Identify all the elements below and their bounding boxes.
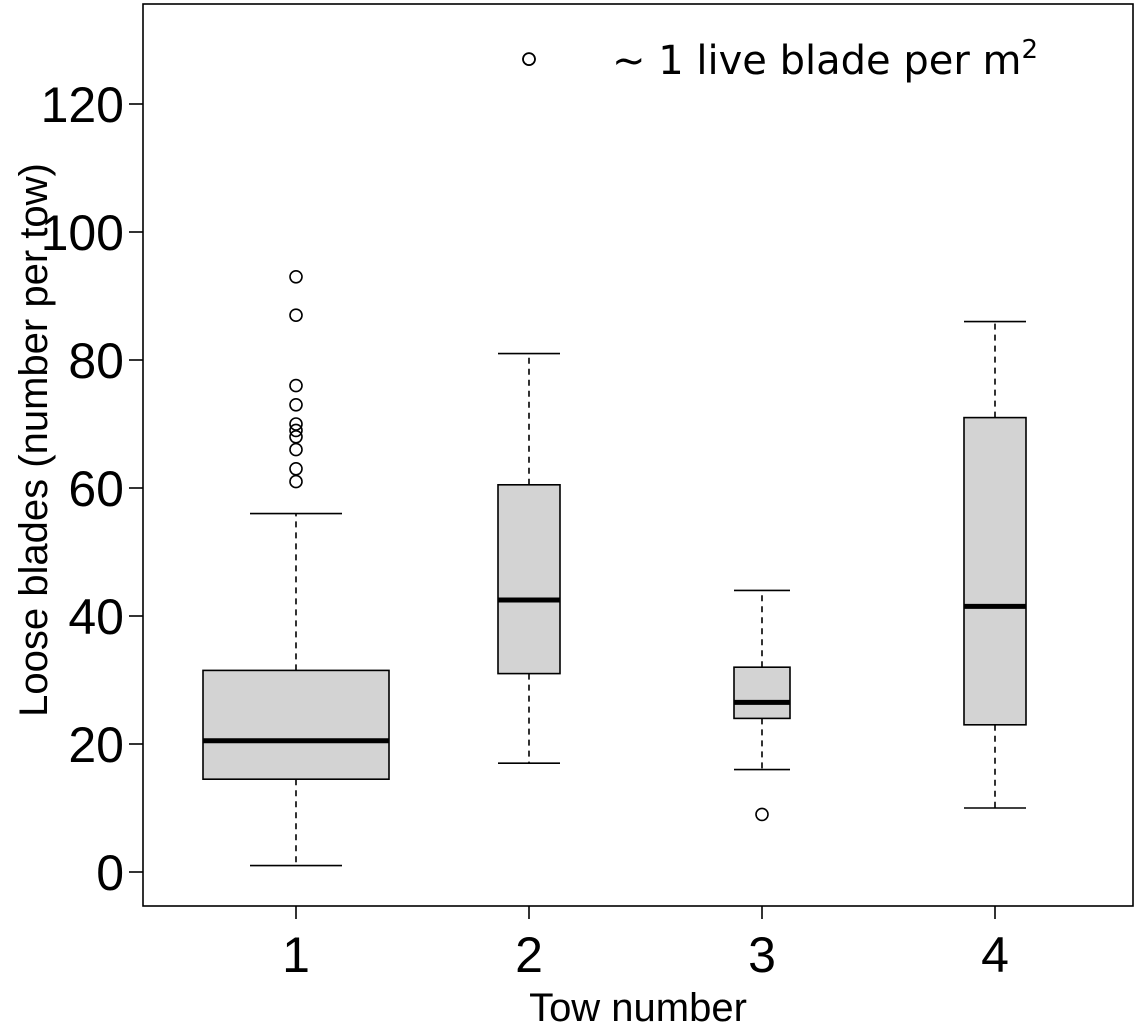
x-axis: 1 2 3 4: [282, 906, 1009, 983]
outlier-point: [289, 308, 303, 323]
outlier-point: [755, 807, 769, 822]
y-axis-title: Loose blades (number per tow): [12, 163, 56, 717]
x-axis-title: Tow number: [529, 986, 747, 1027]
y-tick-label: 80: [68, 333, 124, 389]
outlier-point: [289, 474, 303, 489]
outlier-point: [289, 378, 303, 393]
box-group-2: [497, 52, 561, 765]
box-series: [202, 52, 1027, 867]
iqr-box: [963, 416, 1027, 726]
legend-label: ~ 1 live blade per m2: [612, 35, 1038, 84]
box-group-3: [733, 589, 791, 822]
box-group-1: [202, 269, 390, 867]
iqr-box: [497, 483, 561, 675]
legend-superscript: 2: [1021, 35, 1038, 65]
y-axis: 0 20 40 60 80 100 120: [41, 77, 143, 901]
iqr-box: [202, 669, 390, 781]
outlier-point: [289, 397, 303, 412]
x-tick-label: 4: [981, 927, 1009, 983]
legend-outlier-marker: [522, 52, 536, 66]
y-tick-label: 0: [96, 845, 124, 901]
iqr-box: [733, 666, 791, 720]
box-group-4: [963, 320, 1027, 809]
outlier-point: [289, 461, 303, 476]
legend: ~ 1 live blade per m2: [522, 35, 1038, 84]
x-tick-label: 3: [748, 927, 776, 983]
y-tick-label: 40: [68, 589, 124, 645]
y-tick-label: 20: [68, 717, 124, 773]
y-tick-label: 120: [41, 77, 124, 133]
outlier-point: [289, 417, 303, 431]
x-tick-label: 2: [515, 927, 543, 983]
outlier-point: [289, 423, 303, 438]
outlier-point: [289, 269, 303, 284]
y-tick-label: 100: [41, 205, 124, 261]
y-tick-label: 60: [68, 461, 124, 517]
outlier-point: [289, 442, 303, 457]
plot-frame: [142, 3, 1134, 907]
x-tick-label: 1: [282, 927, 310, 983]
